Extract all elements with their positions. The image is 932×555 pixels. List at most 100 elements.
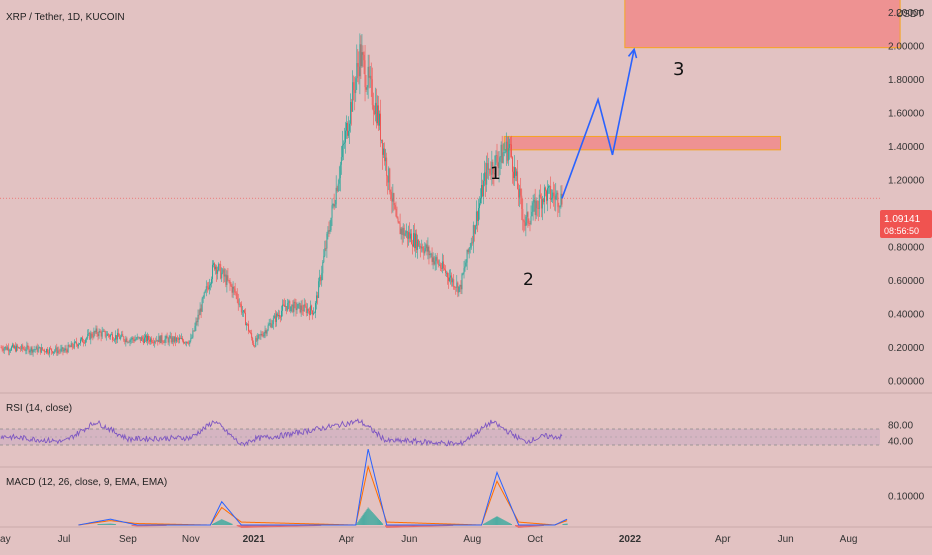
candle — [241, 306, 243, 317]
candle-body — [462, 273, 464, 275]
candle — [75, 337, 77, 347]
candle — [181, 333, 182, 340]
candle-body — [90, 333, 92, 340]
candle-body — [186, 341, 188, 344]
candle-body — [158, 336, 160, 343]
candle-body — [490, 173, 492, 175]
candle-body — [200, 308, 202, 312]
time-axis[interactable]: May Jul Sep Nov 2021 Apr Jun Aug Oct 2022 Apr Jun Au… — [0, 534, 857, 545]
candle-body — [79, 343, 80, 345]
macd-histogram-bar — [524, 525, 526, 528]
candle — [534, 188, 536, 222]
candle — [524, 214, 526, 231]
candle — [114, 338, 115, 343]
macd-histogram-bar — [494, 517, 496, 525]
candle — [557, 190, 559, 218]
macd-histogram-bar — [262, 525, 264, 528]
candle — [298, 301, 300, 309]
candle-body — [415, 233, 417, 249]
candle-body — [259, 334, 261, 336]
candle — [475, 200, 477, 230]
candle — [166, 332, 168, 339]
candle — [72, 343, 74, 349]
candle-body — [414, 233, 415, 249]
candle-body — [229, 280, 231, 285]
macd-histogram-bar — [489, 520, 491, 525]
candle — [358, 51, 360, 85]
candle-body — [501, 144, 503, 163]
candle — [291, 304, 293, 313]
macd-histogram-bar — [436, 525, 438, 527]
macd-histogram-bar — [105, 523, 107, 525]
candle-body — [87, 334, 89, 338]
candle-body — [25, 350, 27, 352]
candle-body — [238, 303, 240, 305]
macd-histogram-bar — [302, 525, 304, 527]
macd-histogram-bar — [158, 525, 160, 527]
candle — [433, 255, 435, 266]
candle — [89, 331, 91, 341]
candle — [367, 54, 369, 99]
candle — [84, 339, 86, 345]
candle — [15, 342, 16, 353]
candle-body — [461, 274, 463, 290]
candle-body — [174, 336, 176, 342]
macd-histogram-bar — [148, 525, 150, 527]
candle-body — [419, 245, 421, 247]
macd-histogram-bar — [153, 525, 155, 527]
candle — [35, 345, 37, 350]
candle-body — [133, 339, 135, 342]
candle — [167, 336, 169, 345]
macd-histogram-bar — [154, 525, 156, 527]
candle — [82, 335, 84, 343]
candle — [316, 291, 318, 310]
macd-histogram-bar — [358, 520, 360, 525]
candle — [352, 70, 354, 112]
candle — [55, 345, 57, 353]
macd-histogram-bar — [251, 525, 253, 528]
candle-body — [77, 344, 79, 347]
candle-body — [159, 336, 161, 344]
candle — [217, 266, 219, 280]
macd-histogram-bar — [439, 525, 441, 527]
macd-histogram-bar — [247, 525, 249, 528]
candle-body — [380, 113, 381, 141]
candle-body — [315, 302, 317, 313]
macd-histogram-bar — [485, 522, 487, 525]
candle-body — [162, 341, 164, 343]
candle-body — [352, 82, 354, 112]
candle — [374, 87, 376, 122]
macd-tick-label: 0.10000 — [888, 491, 925, 502]
candle — [146, 333, 147, 344]
candle-body — [429, 254, 431, 256]
candle — [219, 263, 221, 272]
macd-histogram-bar — [103, 523, 105, 525]
candle — [28, 345, 30, 354]
macd-histogram-bar — [525, 525, 527, 528]
candle — [127, 341, 129, 344]
candle — [387, 175, 389, 195]
candle — [471, 235, 473, 246]
candle — [482, 179, 484, 198]
macd-histogram-bar — [99, 524, 101, 525]
macd-histogram-bar — [254, 525, 256, 528]
candle — [293, 299, 295, 317]
candle — [499, 156, 501, 176]
candle — [258, 334, 260, 339]
candle — [441, 253, 443, 274]
time-tick-label: Jun — [401, 534, 417, 545]
macd-histogram-bar — [389, 525, 391, 528]
candle-body — [4, 346, 6, 349]
candle-body — [450, 275, 452, 278]
macd-histogram-bar — [264, 525, 266, 528]
candle-body — [100, 332, 102, 337]
candle — [259, 334, 261, 340]
macd-histogram-bar — [303, 525, 305, 527]
symbol-title: XRP / Tether, 1D, KUCOIN — [6, 12, 125, 23]
candle-body — [204, 290, 206, 293]
candle — [377, 95, 379, 132]
candle — [104, 330, 106, 339]
candle-body — [325, 248, 327, 249]
candle — [48, 349, 49, 356]
